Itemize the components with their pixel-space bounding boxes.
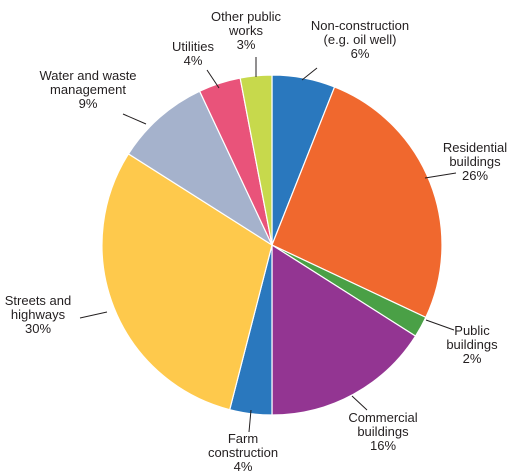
- slice-label-line-5-1: highways: [11, 307, 66, 322]
- slice-label-8: Other public works 3%: [211, 9, 282, 52]
- slice-label-line-8-1: works: [228, 23, 263, 38]
- slice-label-line-3-0: Commercial: [348, 410, 417, 425]
- slice-label-6: Water and waste management 9%: [39, 68, 136, 111]
- pie-slices: [101, 74, 443, 416]
- leader-line-6: [122, 113, 147, 125]
- slice-label-line-2-0: Public: [454, 323, 490, 338]
- slice-label-line-6-1: management: [50, 82, 126, 97]
- slice-value-7: 4%: [184, 53, 203, 68]
- slice-label-line-7-0: Utilities: [172, 39, 214, 54]
- slice-label-line-5-0: Streets and: [5, 293, 72, 308]
- slice-label-5: Streets and highways 30%: [5, 293, 72, 336]
- leader-lines: [79, 57, 457, 433]
- leader-line-0: [301, 67, 318, 81]
- slice-value-1: 26%: [462, 168, 488, 183]
- slice-label-1: Residential buildings 26%: [443, 140, 507, 183]
- slice-value-4: 4%: [234, 459, 253, 474]
- pie-slice-6: [127, 90, 274, 247]
- slice-label-line-1-0: Residential: [443, 140, 507, 155]
- slice-label-line-4-1: construction: [208, 445, 278, 460]
- slice-label-7: Utilities 4%: [172, 39, 214, 68]
- slice-label-line-4-0: Farm: [228, 431, 258, 446]
- leader-line-5: [79, 311, 108, 319]
- slice-value-8: 3%: [237, 37, 256, 52]
- slice-label-line-0-0: Non-construction: [311, 18, 409, 33]
- slice-label-0: Non-construction (e.g. oil well) 6%: [311, 18, 409, 61]
- leader-line-2: [425, 319, 455, 331]
- leader-line-3: [351, 395, 368, 411]
- slice-value-2: 2%: [463, 351, 482, 366]
- slice-label-line-8-0: Other public: [211, 9, 282, 24]
- slice-value-5: 30%: [25, 321, 51, 336]
- leader-line-7: [206, 69, 220, 89]
- slice-label-line-0-1: (e.g. oil well): [324, 32, 397, 47]
- leader-line-4: [248, 409, 252, 433]
- slice-value-6: 9%: [79, 96, 98, 111]
- slice-label-line-1-1: buildings: [449, 154, 501, 169]
- slice-label-3: Commercial buildings 16%: [348, 410, 417, 453]
- pie-slice-3: [271, 243, 417, 416]
- slice-label-line-3-1: buildings: [357, 424, 409, 439]
- slice-label-line-6-0: Water and waste: [39, 68, 136, 83]
- slice-value-0: 6%: [351, 46, 370, 61]
- slice-labels: Non-construction (e.g. oil well) 6% Residen…: [5, 9, 508, 474]
- leader-line-1: [424, 172, 457, 179]
- slice-label-4: Farm construction 4%: [208, 431, 278, 474]
- slice-label-line-2-1: buildings: [446, 337, 498, 352]
- slice-value-3: 16%: [370, 438, 396, 453]
- pie-slice-1: [271, 86, 443, 319]
- slice-label-2: Public buildings 2%: [446, 323, 498, 366]
- pie-slice-5: [101, 153, 273, 411]
